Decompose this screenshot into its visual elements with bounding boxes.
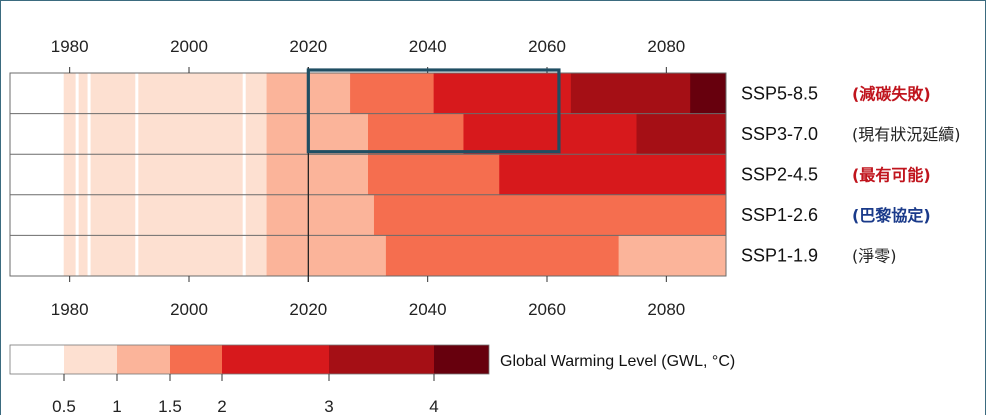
- bottom-axis-tick-1980: 1980: [51, 300, 89, 319]
- scenario-label-ssp5-8.5: SSP5-8.5: [741, 83, 818, 103]
- cell-ssp2-4.5-1: [63, 154, 267, 195]
- cell-ssp1-1.9-2: [266, 235, 387, 276]
- highlight-box: [306, 68, 561, 154]
- historic-gap-1983: [87, 194, 91, 236]
- bottom-axis-tick-2040: 2040: [409, 300, 447, 319]
- historic-gap-1981: [75, 235, 79, 276]
- legend-tick-4: 3: [324, 397, 333, 416]
- cell-ssp2-4.5-2: [266, 154, 369, 195]
- top-axis-tick-1980: 1980: [51, 37, 89, 56]
- cell-ssp3-7.0-2: [266, 113, 369, 155]
- legend-swatch-0: [10, 345, 64, 374]
- legend-tick-0: 0.5: [52, 397, 76, 416]
- cell-ssp1-2.6-3: [373, 194, 727, 236]
- historic-gap-1983: [87, 235, 91, 276]
- cell-ssp1-2.6-1: [63, 194, 267, 236]
- cell-ssp3-7.0-5: [636, 113, 727, 155]
- legend-swatch-3: [170, 345, 222, 374]
- cell-ssp1-1.9-3: [385, 235, 619, 276]
- cell-ssp1-1.9-0: [10, 235, 65, 276]
- scenario-label-ssp3-7.0: SSP3-7.0: [741, 124, 818, 144]
- historic-gap-1991: [135, 194, 139, 236]
- historic-gap-1991: [135, 73, 139, 114]
- legend-tick-2: 1.5: [158, 397, 182, 416]
- cell-ssp1-2.6-0: [10, 194, 65, 236]
- historic-gap-1981: [75, 113, 79, 155]
- scenario-note-ssp5-8.5: (減碳失敗): [852, 84, 931, 103]
- legend-swatch-1: [64, 345, 117, 374]
- legend-tick-3: 2: [217, 397, 226, 416]
- legend-swatch-5: [329, 345, 434, 374]
- cell-ssp5-8.5-4: [433, 73, 572, 114]
- top-axis-tick-2060: 2060: [528, 37, 566, 56]
- cell-ssp1-1.9-4: [618, 235, 727, 276]
- cell-ssp2-4.5-3: [368, 154, 500, 195]
- scenario-label-ssp2-4.5: SSP2-4.5: [741, 165, 818, 185]
- legend-border: [9, 344, 490, 375]
- legend-tick-5: 4: [429, 397, 438, 416]
- cell-ssp5-8.5-3: [350, 73, 435, 114]
- cell-ssp3-7.0-3: [368, 113, 464, 155]
- legend-swatch-2: [117, 345, 170, 374]
- heatmap-border: [9, 72, 727, 277]
- top-axis-tick-2080: 2080: [647, 37, 685, 56]
- scenario-label-ssp1-1.9: SSP1-1.9: [741, 246, 818, 266]
- historic-gap-2009: [242, 73, 246, 114]
- bottom-axis-tick-2060: 2060: [528, 300, 566, 319]
- historic-gap-1991: [135, 235, 139, 276]
- cell-ssp2-4.5-4: [499, 154, 727, 195]
- cell-ssp5-8.5-6: [690, 73, 727, 114]
- historic-gap-2009: [242, 154, 246, 195]
- historic-gap-1981: [75, 73, 79, 114]
- scenario-note-ssp3-7.0: (現有狀況延續): [852, 125, 961, 144]
- cell-ssp3-7.0-4: [463, 113, 637, 155]
- cell-ssp3-7.0-0: [10, 113, 65, 155]
- legend-title: Global Warming Level (GWL, °C): [500, 353, 735, 370]
- cell-ssp3-7.0-1: [63, 113, 267, 155]
- cell-ssp1-2.6-2: [266, 194, 375, 236]
- bottom-axis-tick-2020: 2020: [289, 300, 327, 319]
- historic-gap-2009: [242, 113, 246, 155]
- cell-ssp5-8.5-5: [570, 73, 691, 114]
- historic-gap-2009: [242, 194, 246, 236]
- historic-gap-1983: [87, 154, 91, 195]
- legend-swatch-4: [222, 345, 329, 374]
- cell-ssp2-4.5-0: [10, 154, 65, 195]
- top-axis-tick-2000: 2000: [170, 37, 208, 56]
- bottom-axis-tick-2080: 2080: [647, 300, 685, 319]
- top-axis-tick-2040: 2040: [409, 37, 447, 56]
- historic-gap-1991: [135, 113, 139, 155]
- scenario-note-ssp1-2.6: (巴黎協定): [852, 206, 931, 225]
- historic-gap-1981: [75, 194, 79, 236]
- scenario-label-ssp1-2.6: SSP1-2.6: [741, 205, 818, 225]
- historic-gap-1983: [87, 73, 91, 114]
- scenario-note-ssp1-1.9: (淨零): [852, 247, 897, 266]
- historic-gap-2009: [242, 235, 246, 276]
- cell-ssp5-8.5-1: [63, 73, 267, 114]
- legend-tick-1: 1: [112, 397, 121, 416]
- legend-swatch-6: [434, 345, 489, 374]
- historic-gap-1983: [87, 113, 91, 155]
- bottom-axis-tick-2000: 2000: [170, 300, 208, 319]
- historic-gap-1991: [135, 154, 139, 195]
- scenario-note-ssp2-4.5: (最有可能): [852, 166, 931, 185]
- cell-ssp1-1.9-1: [63, 235, 267, 276]
- cell-ssp5-8.5-0: [10, 73, 65, 114]
- historic-gap-1981: [75, 154, 79, 195]
- top-axis-tick-2020: 2020: [289, 37, 327, 56]
